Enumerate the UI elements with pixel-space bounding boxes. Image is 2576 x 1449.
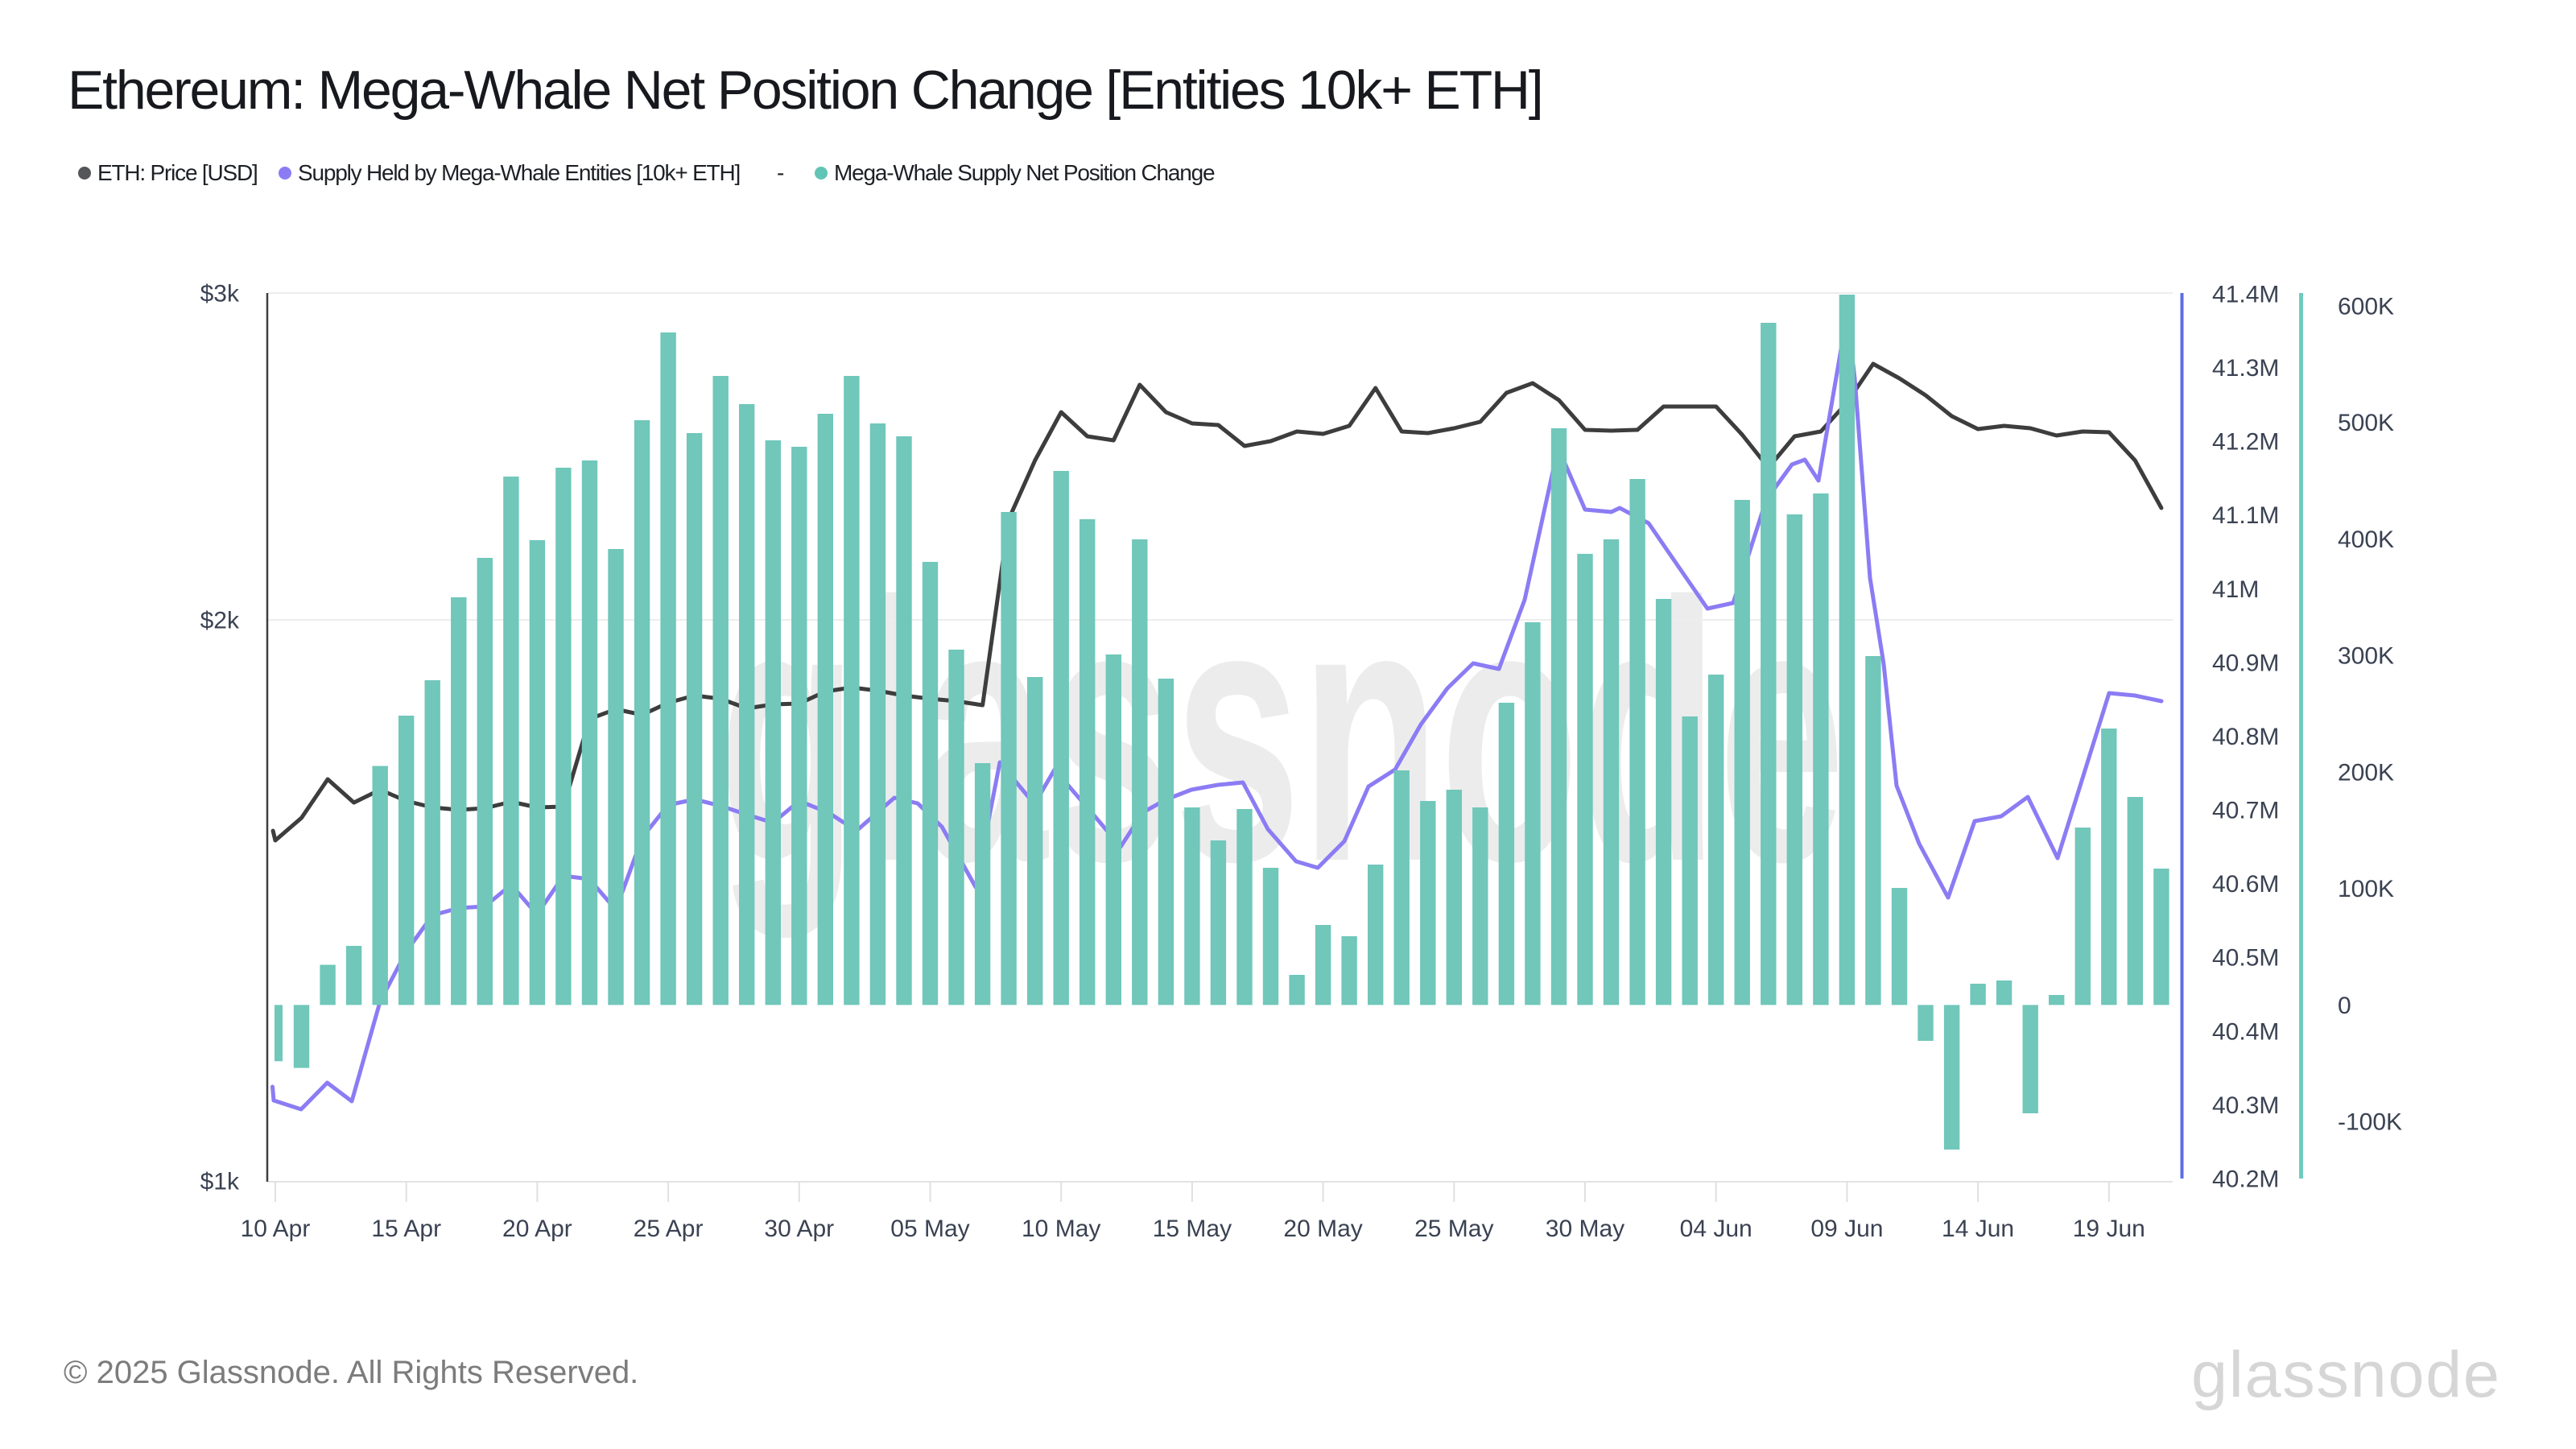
svg-text:05 May: 05 May bbox=[890, 1216, 969, 1242]
svg-text:09 Jun: 09 Jun bbox=[1810, 1216, 1883, 1242]
svg-text:40.7M: 40.7M bbox=[2212, 798, 2279, 824]
svg-text:600K: 600K bbox=[2338, 294, 2394, 320]
svg-text:300K: 300K bbox=[2338, 643, 2394, 670]
svg-text:10 May: 10 May bbox=[1022, 1216, 1100, 1242]
svg-text:40.6M: 40.6M bbox=[2212, 871, 2279, 898]
svg-text:41.4M: 41.4M bbox=[2212, 282, 2279, 308]
svg-text:0: 0 bbox=[2338, 993, 2351, 1019]
svg-text:41.1M: 41.1M bbox=[2212, 502, 2279, 529]
svg-text:$1k: $1k bbox=[200, 1169, 240, 1195]
svg-text:400K: 400K bbox=[2338, 526, 2394, 553]
svg-text:41.3M: 41.3M bbox=[2212, 355, 2279, 382]
svg-text:100K: 100K bbox=[2338, 876, 2394, 902]
svg-text:15 May: 15 May bbox=[1153, 1216, 1232, 1242]
svg-text:40.3M: 40.3M bbox=[2212, 1092, 2279, 1119]
svg-text:30 Apr: 30 Apr bbox=[764, 1216, 834, 1242]
svg-text:-100K: -100K bbox=[2338, 1109, 2402, 1136]
svg-text:20 May: 20 May bbox=[1283, 1216, 1362, 1242]
svg-text:19 Jun: 19 Jun bbox=[2073, 1216, 2145, 1242]
svg-text:41.2M: 41.2M bbox=[2212, 429, 2279, 456]
svg-text:200K: 200K bbox=[2338, 759, 2394, 786]
svg-text:10 Apr: 10 Apr bbox=[241, 1216, 311, 1242]
svg-text:25 May: 25 May bbox=[1414, 1216, 1493, 1242]
svg-text:25 Apr: 25 Apr bbox=[634, 1216, 704, 1242]
svg-text:40.8M: 40.8M bbox=[2212, 724, 2279, 750]
svg-text:$3k: $3k bbox=[200, 281, 240, 308]
svg-text:04 Jun: 04 Jun bbox=[1680, 1216, 1752, 1242]
svg-text:14 Jun: 14 Jun bbox=[1942, 1216, 2014, 1242]
svg-text:40.2M: 40.2M bbox=[2212, 1166, 2279, 1193]
svg-text:20 Apr: 20 Apr bbox=[502, 1216, 572, 1242]
svg-text:30 May: 30 May bbox=[1546, 1216, 1624, 1242]
svg-text:40.5M: 40.5M bbox=[2212, 945, 2279, 972]
svg-text:glassnode: glassnode bbox=[718, 526, 1845, 940]
svg-text:41M: 41M bbox=[2212, 576, 2259, 603]
svg-text:$2k: $2k bbox=[200, 608, 240, 634]
svg-text:40.9M: 40.9M bbox=[2212, 650, 2279, 676]
svg-text:15 Apr: 15 Apr bbox=[371, 1216, 441, 1242]
svg-text:500K: 500K bbox=[2338, 410, 2394, 436]
svg-text:40.4M: 40.4M bbox=[2212, 1018, 2279, 1045]
